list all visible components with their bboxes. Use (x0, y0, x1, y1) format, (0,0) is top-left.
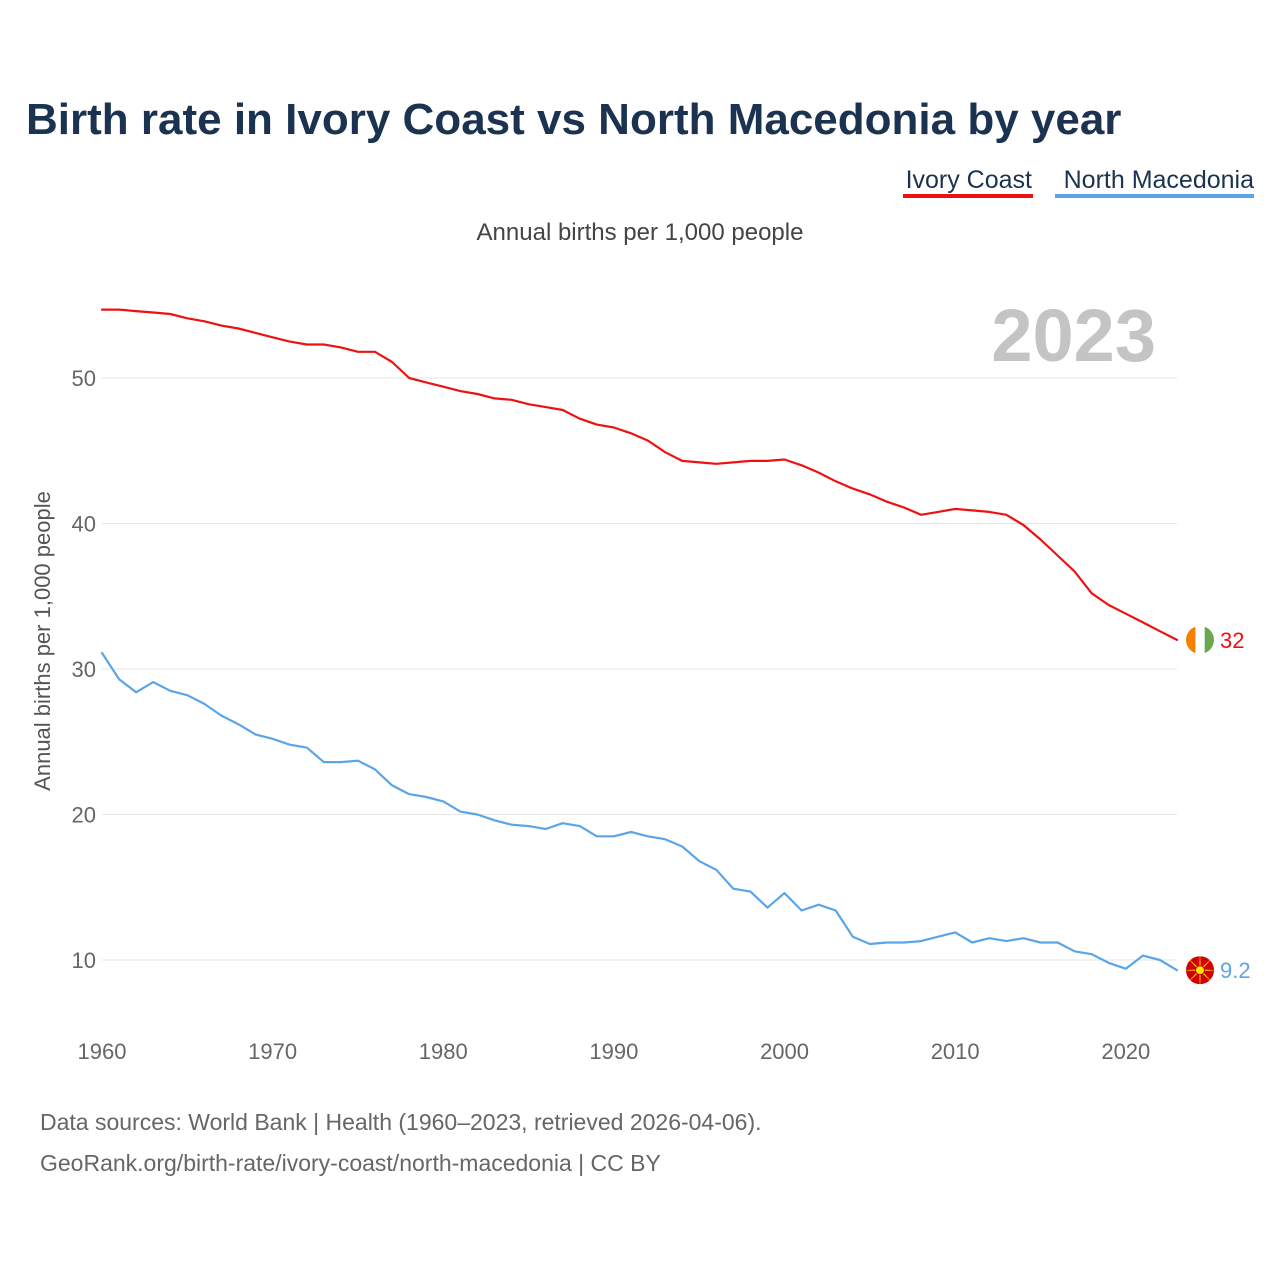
sun-ray (1199, 973, 1201, 985)
y-tick-label: 30 (72, 657, 96, 682)
x-tick-label: 1990 (589, 1039, 638, 1064)
footer-link[interactable]: GeoRank.org/birth-rate/ivory-coast/north… (40, 1150, 661, 1176)
legend-swatch-north-macedonia (1055, 194, 1254, 198)
current-year-label: 2023 (991, 294, 1156, 377)
y-tick-label: 10 (72, 948, 96, 973)
sun-ray (1186, 969, 1198, 971)
plot-area (100, 308, 1179, 972)
x-tick-label: 2010 (931, 1039, 980, 1064)
x-tick-label: 2000 (760, 1039, 809, 1064)
legend-item-ivory-coast[interactable]: Ivory Coast (906, 166, 1032, 194)
sun-ray (1202, 969, 1214, 971)
y-tick-label: 40 (72, 512, 96, 537)
series-line-ivory-coast[interactable] (100, 308, 1179, 642)
y-axis: 10 20 30 40 50 (72, 366, 96, 973)
y-tick-label: 50 (72, 366, 96, 391)
series-line-north-macedonia[interactable] (100, 651, 1179, 972)
y-axis-label: Annual births per 1,000 people (30, 491, 55, 791)
end-value-label-north-macedonia: 9.2 (1220, 958, 1251, 983)
x-tick-label: 1980 (419, 1039, 468, 1064)
legend-swatch-ivory-coast (903, 194, 1033, 198)
x-axis: 1960 1970 1980 1990 2000 2010 2020 (78, 1039, 1151, 1064)
legend-item-north-macedonia[interactable]: North Macedonia (1064, 166, 1254, 194)
x-tick-label: 1970 (248, 1039, 297, 1064)
legend: Ivory Coast North Macedonia (903, 166, 1254, 198)
sun-ray (1199, 956, 1201, 968)
north-macedonia-flag-icon (1186, 956, 1214, 985)
x-tick-label: 2020 (1101, 1039, 1150, 1064)
chart-title: Birth rate in Ivory Coast vs North Maced… (26, 95, 1121, 144)
footer-sources: Data sources: World Bank | Health (1960–… (40, 1109, 762, 1135)
end-labels: 329.2 (1220, 628, 1251, 983)
y-tick-label: 20 (72, 803, 96, 828)
ivory-coast-flag-icon (1186, 625, 1214, 654)
grid (102, 377, 1177, 961)
chart-subtitle: Annual births per 1,000 people (477, 219, 804, 246)
end-value-label-ivory-coast: 32 (1220, 628, 1244, 653)
x-tick-label: 1960 (78, 1039, 127, 1064)
